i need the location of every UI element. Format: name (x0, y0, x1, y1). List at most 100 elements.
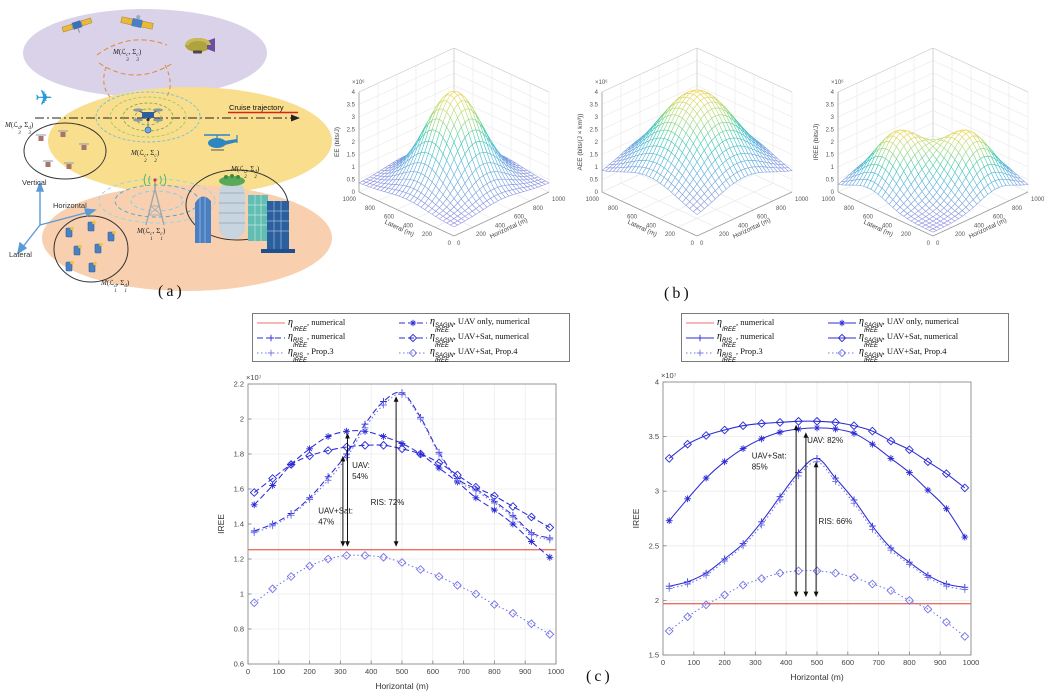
series-eta-ris-prop3 (250, 391, 554, 544)
legend-label: η SAGIN IREE, UAV only, numerical (859, 316, 959, 334)
chart-left-svg: 0 100 200 300 400 500 600 700 800 900 1000 0.6 0.8 1 1… (216, 373, 565, 691)
tick-labels: 0 100 200 300 400 500 600 700 800 900 1000 1.5 2 2.5 3… (649, 378, 980, 668)
device-cluster-outline (53, 215, 129, 283)
annotation-arrows (793, 424, 819, 598)
cruise-trajectory-label: Cruise trajectory (229, 103, 284, 112)
series-eta-sagin-uav-only-numerical (665, 424, 969, 541)
svg-text:1000: 1000 (548, 667, 565, 676)
svg-text:700: 700 (457, 667, 470, 676)
svg-text:600: 600 (842, 658, 855, 667)
svg-text:1.8: 1.8 (234, 450, 244, 459)
drone-cluster-outline (23, 122, 107, 180)
svg-text:200: 200 (718, 658, 731, 667)
axis-horizontal-label: Horizontal (53, 201, 87, 210)
legend-line-sample (399, 348, 427, 357)
legend-entry: η SAGIN IREE, UAV only, numerical (827, 315, 1005, 334)
svg-text:100: 100 (688, 658, 701, 667)
legend-line-sample (828, 348, 856, 357)
legend-line-sample (257, 334, 285, 341)
panel-a-diagram: Cruise trajectory (5, 3, 337, 303)
legend-label: η RIS IREE, Prop.3 (288, 346, 334, 364)
air-layer-ellipse (48, 87, 332, 195)
uav-coverage-ring (109, 96, 187, 138)
legend-entry: η SAGIN IREE, UAV+Sat, Prop.4 (398, 345, 566, 364)
airship-icon (185, 38, 215, 54)
legend-line-sample (257, 349, 285, 356)
legend-label: η SAGIN IREE, UAV+Sat, Prop.4 (859, 346, 947, 364)
satellite-icon (120, 15, 154, 30)
x-axis-label: Horizontal (m) (375, 681, 429, 691)
space-air-link (164, 64, 171, 99)
svg-text:300: 300 (334, 667, 347, 676)
uav-coverage-ring (95, 91, 201, 143)
svg-text:300: 300 (749, 658, 762, 667)
surface-plot-aee (576, 42, 818, 260)
space-air-link (103, 66, 111, 98)
legend-line-sample (828, 319, 856, 326)
ground-devices (65, 220, 116, 273)
svg-text:400: 400 (365, 667, 378, 676)
legend-entry: η RIS IREE, Prop.3 (685, 345, 821, 364)
legend-entry: η SAGIN IREE, UAV+Sat, numerical (827, 330, 1005, 349)
legend-entry: η RIS IREE, numerical (256, 330, 392, 349)
svg-text:0: 0 (246, 667, 250, 676)
svg-text:1.6: 1.6 (234, 485, 244, 494)
series-eta-ris-prop3 (665, 458, 969, 593)
legend-label: η IREE, numerical (717, 316, 775, 334)
base-station-tower-icon (143, 173, 167, 226)
svg-text:1: 1 (240, 590, 244, 599)
svg-text:400: 400 (780, 658, 793, 667)
coordinate-axes (16, 181, 97, 255)
annotation-text: UAV+Sat: 85% (752, 451, 787, 471)
legend-box-left: η IREE, numerical η SAGIN IREE, UAV only, nu… (252, 313, 570, 364)
buildings-icon (195, 174, 295, 253)
legend-line-sample (257, 321, 285, 324)
svg-text:2: 2 (240, 415, 244, 424)
svg-text:700: 700 (872, 658, 885, 667)
grid-lines (662, 381, 972, 656)
legend-label: η RIS IREE, numerical (288, 331, 346, 349)
svg-text:1000: 1000 (963, 658, 980, 667)
legend-label: η SAGIN IREE, UAV+Sat, numerical (859, 331, 959, 349)
tick-labels: 0 100 200 300 400 500 600 700 800 900 1000 0.6 0.8 1 1… (234, 380, 565, 677)
svg-text:500: 500 (396, 667, 409, 676)
legend-entry: η SAGIN IREE, UAV+Sat, numerical (398, 330, 566, 349)
surface-plot-iree (812, 42, 1054, 260)
annotation-text: UAV: 82% (807, 436, 843, 445)
svg-text:900: 900 (934, 658, 947, 667)
svg-text:2: 2 (655, 596, 659, 605)
svg-text:100: 100 (273, 667, 286, 676)
legend-label: η RIS IREE, Prop.3 (717, 346, 763, 364)
annotation-text: RIS: 72% (371, 498, 405, 507)
svg-text:4: 4 (655, 378, 659, 387)
uav-drone-icon (133, 108, 163, 134)
svg-text:0: 0 (661, 658, 665, 667)
panel-c-label: (c) (586, 668, 613, 685)
legend-line-sample (686, 334, 714, 341)
helicopter-icon (204, 134, 238, 151)
panel-a-label: (a) (158, 283, 185, 300)
svg-text:0.8: 0.8 (234, 625, 244, 634)
series-eta-sagin-uav-only-numerical (250, 427, 554, 561)
svg-text:600: 600 (427, 667, 440, 676)
drone-swarm (36, 130, 89, 169)
svg-text:500: 500 (811, 658, 824, 667)
legend-label: η SAGIN IREE, UAV only, numerical (430, 316, 530, 334)
legend-line-sample (686, 349, 714, 356)
svg-text:1.2: 1.2 (234, 555, 244, 564)
svg-text:800: 800 (903, 658, 916, 667)
series-eta-sagin-uavsat-prop4 (249, 551, 555, 639)
legend-box-right: η IREE, numerical η SAGIN IREE, UAV only, nu… (681, 313, 1009, 364)
line-chart-left: 0 100 200 300 400 500 600 700 800 900 1000 0.6 0.8 1 1… (212, 369, 573, 696)
y-exponent-label: ×10⁷ (246, 373, 262, 382)
satellite-icon (61, 17, 93, 33)
annotation-arrows (340, 396, 399, 547)
cruise-arrow-head (291, 114, 300, 122)
axis-lateral-label: Lateral (9, 250, 32, 259)
space-layer-ellipse (23, 9, 267, 97)
